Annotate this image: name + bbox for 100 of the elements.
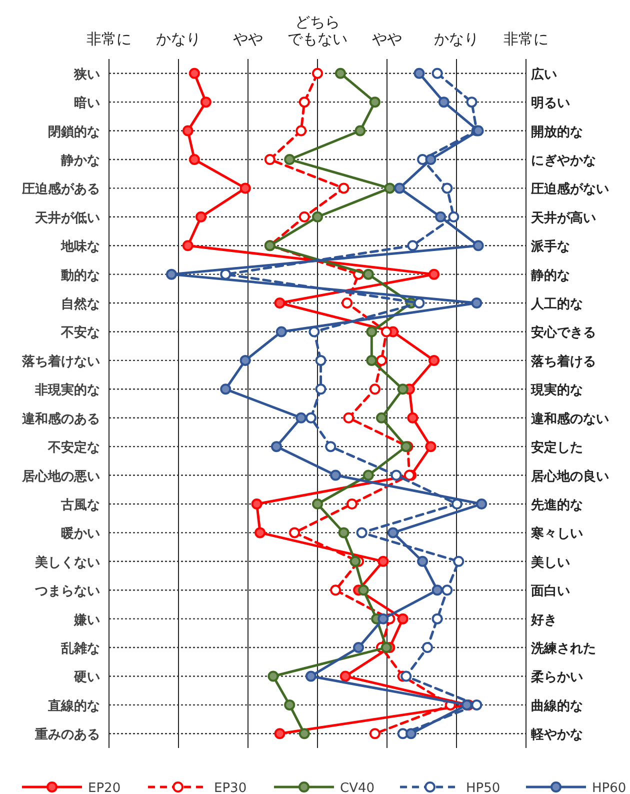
point — [472, 240, 484, 252]
y2-tick-label: 柔らかい — [530, 670, 583, 686]
point — [356, 527, 368, 538]
point — [432, 68, 443, 79]
y-tick-label: 不安定な — [47, 440, 100, 456]
point — [312, 498, 323, 510]
y2-tick-label: 寒々しい — [530, 526, 583, 542]
point — [376, 354, 387, 366]
point — [362, 268, 374, 280]
point — [471, 298, 482, 309]
point — [387, 527, 398, 538]
point — [188, 68, 200, 79]
point — [346, 498, 358, 510]
y-tick-label: 地味な — [60, 240, 100, 255]
point — [274, 728, 286, 740]
point — [350, 556, 361, 567]
point — [251, 498, 262, 510]
y-tick-label: 古風な — [60, 498, 100, 513]
point — [422, 642, 433, 654]
y-tick-label: 嫌い — [73, 612, 100, 628]
y2-tick-label: 静的な — [530, 268, 570, 284]
point — [308, 326, 320, 338]
point — [414, 68, 425, 79]
y-tick-label: 不安な — [60, 324, 100, 341]
point — [369, 96, 380, 108]
text: やや — [372, 30, 402, 48]
text: かなり — [434, 30, 479, 48]
point — [442, 584, 453, 596]
y2-tick-label: 派手な — [530, 238, 570, 255]
point — [270, 441, 282, 452]
point — [384, 182, 396, 194]
point — [284, 699, 296, 710]
point — [276, 326, 287, 338]
point — [394, 182, 406, 194]
y2-tick-label: 天井が高い — [530, 210, 596, 226]
point — [376, 412, 387, 424]
y2-tick-label: 安心できる — [531, 324, 596, 341]
text: 非常に — [504, 30, 548, 48]
point — [340, 670, 351, 682]
y-tick-label: 狭い — [73, 67, 100, 82]
point — [240, 354, 251, 366]
point — [435, 211, 446, 222]
y2-tick-label: 美しい — [530, 554, 570, 570]
point — [442, 182, 453, 194]
point — [378, 556, 389, 567]
y-tick-label: 圧迫感がある — [21, 181, 100, 198]
point — [406, 728, 417, 740]
point — [296, 412, 307, 424]
y2-tick-label: 安定した — [531, 440, 583, 456]
point — [220, 384, 232, 395]
text: どちらでもない — [288, 13, 348, 48]
point — [390, 470, 402, 481]
y-tick-label: 落ち着けない — [21, 353, 100, 370]
point — [296, 125, 307, 136]
y-tick-label: 暖かい — [61, 526, 100, 542]
point — [264, 154, 276, 165]
point — [298, 211, 310, 222]
point — [432, 584, 443, 596]
legend-label: CV40 — [340, 781, 375, 794]
y-tick-label: 乱雑な — [60, 642, 100, 657]
y-tick-label: 美しくない — [34, 554, 100, 570]
point — [366, 354, 378, 366]
point — [254, 527, 266, 538]
point — [312, 211, 323, 222]
point — [330, 584, 342, 596]
y2-tick-label: 先進的な — [530, 498, 583, 513]
point — [353, 642, 364, 654]
point — [334, 68, 346, 79]
point — [284, 154, 296, 165]
point — [362, 470, 374, 481]
point — [448, 211, 460, 222]
point — [343, 412, 354, 424]
text: 非常に — [86, 30, 132, 48]
y2-tick-label: 圧迫感がない — [530, 181, 609, 198]
legend-label: EP30 — [214, 781, 247, 794]
point — [366, 326, 378, 338]
point — [438, 96, 450, 108]
y-tick-label: つまらない — [34, 584, 100, 600]
point — [268, 670, 279, 682]
point — [428, 354, 440, 366]
text: やや — [233, 30, 263, 48]
point — [407, 412, 418, 424]
point — [338, 182, 350, 194]
y-tick-label: 違和感のある — [21, 410, 100, 427]
point — [182, 125, 194, 136]
legend-label: HP60 — [592, 781, 626, 794]
point — [240, 182, 251, 194]
point — [369, 384, 380, 395]
y2-tick-label: 好き — [530, 612, 557, 628]
y2-tick-label: 居心地の良い — [530, 468, 609, 484]
point — [451, 498, 462, 510]
point — [338, 527, 350, 538]
point — [354, 125, 366, 136]
y2-tick-label: 開放的な — [531, 124, 583, 140]
y-tick-label: 閉鎖的な — [48, 124, 100, 140]
point — [369, 728, 380, 740]
y-tick-label: 自然な — [61, 297, 100, 312]
point — [407, 240, 418, 252]
y-tick-label: 静かな — [60, 153, 100, 168]
point — [400, 670, 412, 682]
